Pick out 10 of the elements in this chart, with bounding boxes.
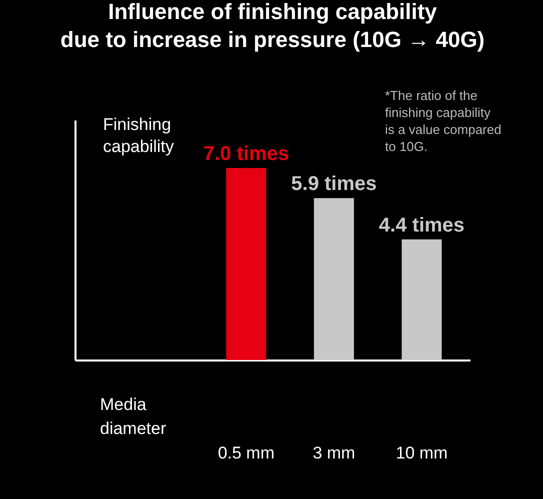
x-axis-title: Media diameter	[100, 395, 166, 438]
x-tick-label: 3 mm	[312, 444, 356, 462]
chart-title: Influence of finishing capability due to increase in pressure (10G → 40G)	[60, 0, 485, 52]
x-tick-label: 0.5 mm	[218, 444, 275, 462]
data-label: 7.0 times	[203, 143, 289, 165]
text: *The ratio of the finishing capability is a value compared to 10G.	[385, 88, 502, 154]
x-tick-label: 10 mm	[396, 444, 448, 462]
y-axis-title: Finishing capability	[103, 115, 174, 156]
data-label: 5.9 times	[291, 173, 377, 196]
data-label: 4.4 times	[378, 214, 465, 236]
